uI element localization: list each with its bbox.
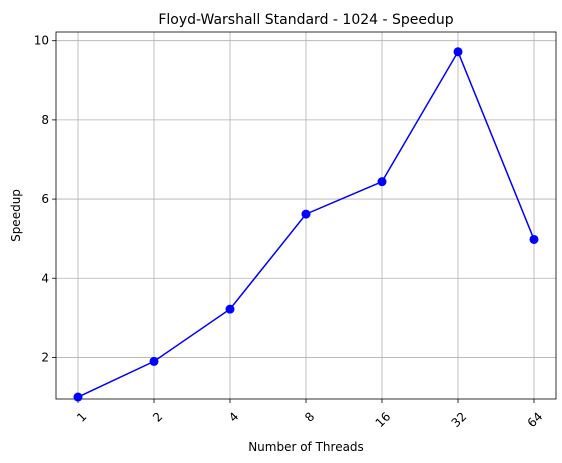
- y-axis-ticks: 2 4 6 8 10: [34, 34, 56, 364]
- x-tick-label: 8: [302, 409, 317, 424]
- x-axis-ticks: 1 2 4 8 16 32 64: [74, 399, 545, 430]
- data-point: [301, 209, 311, 219]
- y-axis-label: Speedup: [9, 189, 23, 242]
- data-point: [225, 304, 235, 314]
- y-tick-label: 8: [41, 113, 49, 127]
- x-tick-label: 4: [226, 409, 241, 424]
- data-point: [149, 356, 159, 366]
- x-tick-label: 1: [74, 409, 89, 424]
- x-tick-label: 64: [525, 409, 546, 430]
- x-tick-label: 16: [373, 409, 394, 430]
- data-point: [73, 392, 83, 402]
- y-tick-label: 2: [41, 350, 49, 364]
- chart-title: Floyd-Warshall Standard - 1024 - Speedup: [158, 12, 453, 28]
- data-point: [529, 234, 539, 244]
- x-axis-label: Number of Threads: [248, 440, 364, 454]
- grid: [56, 32, 556, 399]
- data-point: [453, 47, 463, 57]
- y-tick-label: 10: [34, 34, 49, 48]
- series: [73, 47, 539, 402]
- y-tick-label: 4: [41, 271, 49, 285]
- x-tick-label: 2: [150, 409, 165, 424]
- data-point: [377, 177, 387, 187]
- y-tick-label: 6: [41, 192, 49, 206]
- x-tick-label: 32: [449, 409, 470, 430]
